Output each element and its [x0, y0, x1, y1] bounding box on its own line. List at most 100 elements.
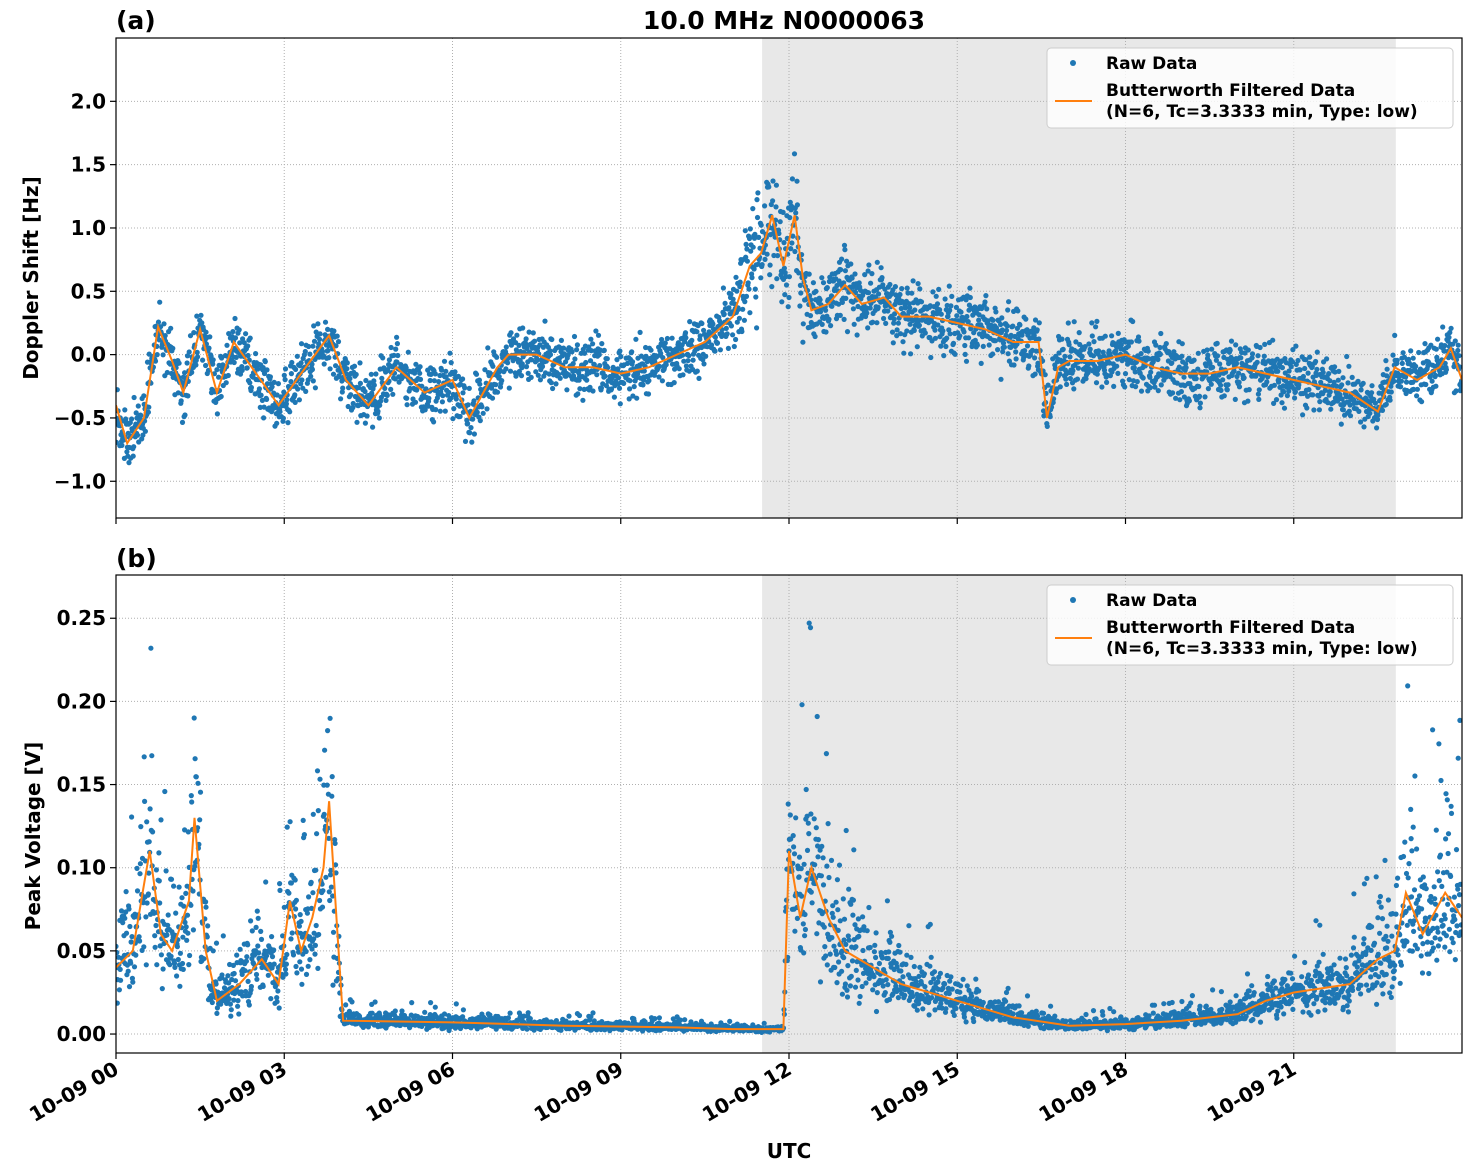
raw-data-point: [1115, 370, 1121, 376]
raw-data-point: [455, 373, 461, 379]
raw-data-point: [992, 338, 999, 344]
y-tick-label: 1.5: [71, 153, 106, 177]
raw-data-point: [1286, 388, 1292, 394]
raw-data-point: [733, 274, 739, 280]
raw-data-point: [593, 328, 599, 334]
raw-data-point: [1331, 379, 1337, 385]
raw-data-point: [403, 365, 409, 371]
raw-data-point: [850, 306, 857, 312]
raw-data-point: [370, 424, 376, 430]
raw-data-point: [928, 354, 934, 361]
raw-data-point: [897, 331, 904, 337]
raw-data-point: [441, 358, 448, 364]
raw-data-point: [535, 372, 541, 378]
raw-data-point: [841, 316, 847, 322]
raw-data-point: [256, 950, 262, 956]
raw-data-point: [553, 381, 559, 387]
raw-data-point: [967, 294, 973, 301]
raw-data-point: [362, 420, 368, 426]
raw-data-point: [686, 353, 692, 359]
raw-data-point: [190, 888, 196, 894]
raw-data-point: [451, 406, 457, 412]
raw-data-point: [214, 1010, 220, 1017]
raw-data-point: [130, 979, 136, 985]
raw-data-point: [1369, 390, 1375, 396]
raw-data-point: [677, 1017, 684, 1023]
raw-data-point: [293, 963, 299, 970]
raw-data-point: [191, 330, 197, 336]
raw-data-point: [643, 353, 649, 359]
raw-data-point: [1196, 383, 1202, 390]
raw-data-point: [1300, 412, 1306, 418]
raw-data-point: [1036, 320, 1042, 326]
raw-data-point: [195, 354, 201, 360]
raw-data-point: [1032, 371, 1038, 377]
raw-data-point: [375, 408, 381, 414]
raw-data-point: [1416, 349, 1422, 356]
raw-data-point: [417, 364, 423, 370]
raw-data-point: [827, 951, 833, 957]
raw-data-point: [796, 874, 802, 880]
raw-data-point: [786, 274, 793, 280]
raw-data-point: [1063, 376, 1069, 382]
raw-data-point: [327, 872, 334, 878]
raw-data-point: [453, 1001, 459, 1007]
raw-data-point: [194, 313, 200, 319]
raw-data-point: [1087, 346, 1093, 352]
raw-data-point: [789, 240, 795, 246]
raw-data-point: [1171, 349, 1177, 355]
raw-data-point: [312, 942, 318, 949]
raw-data-point: [656, 374, 662, 380]
raw-data-point: [388, 386, 394, 392]
raw-data-point: [280, 933, 286, 939]
raw-data-point: [154, 352, 160, 358]
raw-data-point: [588, 1014, 594, 1020]
raw-data-point: [1443, 367, 1449, 373]
raw-data-point: [752, 231, 758, 237]
raw-data-point: [189, 799, 195, 805]
raw-data-point: [810, 280, 817, 286]
raw-data-point: [1202, 394, 1208, 400]
raw-data-point: [1179, 353, 1185, 359]
raw-data-point: [179, 419, 186, 425]
raw-data-point: [1324, 356, 1330, 362]
raw-data-point: [883, 320, 889, 326]
raw-data-point: [776, 230, 782, 237]
raw-data-point: [659, 336, 665, 343]
raw-data-point: [316, 931, 322, 938]
raw-data-point: [787, 215, 793, 221]
raw-data-point: [209, 999, 215, 1006]
raw-data-point: [446, 1013, 452, 1019]
raw-data-point: [362, 388, 368, 395]
raw-data-point: [528, 374, 534, 380]
raw-data-point: [284, 824, 290, 830]
raw-data-point: [851, 321, 857, 327]
raw-data-point: [443, 1024, 449, 1030]
raw-data-point: [479, 404, 485, 410]
raw-data-point: [958, 309, 964, 315]
raw-data-point: [261, 415, 267, 421]
raw-data-point: [879, 275, 885, 281]
raw-data-point: [953, 304, 960, 310]
raw-data-point: [823, 329, 829, 335]
raw-data-point: [1346, 408, 1352, 414]
raw-data-point: [284, 397, 290, 403]
raw-data-point: [333, 363, 339, 369]
raw-data-point: [1413, 363, 1419, 369]
raw-data-point: [299, 934, 305, 940]
raw-data-point: [999, 327, 1005, 333]
raw-data-point: [223, 380, 229, 386]
raw-data-point: [703, 353, 709, 359]
raw-data-point: [333, 343, 339, 349]
raw-data-point: [1255, 391, 1261, 397]
raw-data-point: [450, 416, 456, 422]
raw-data-point: [439, 399, 445, 405]
raw-data-point: [320, 888, 326, 894]
raw-data-point: [493, 382, 499, 388]
raw-data-point: [577, 386, 583, 392]
raw-data-point: [1361, 424, 1367, 430]
raw-data-point: [834, 282, 840, 289]
raw-data-point: [726, 305, 732, 311]
raw-data-point: [744, 246, 750, 252]
raw-data-point: [604, 356, 610, 362]
